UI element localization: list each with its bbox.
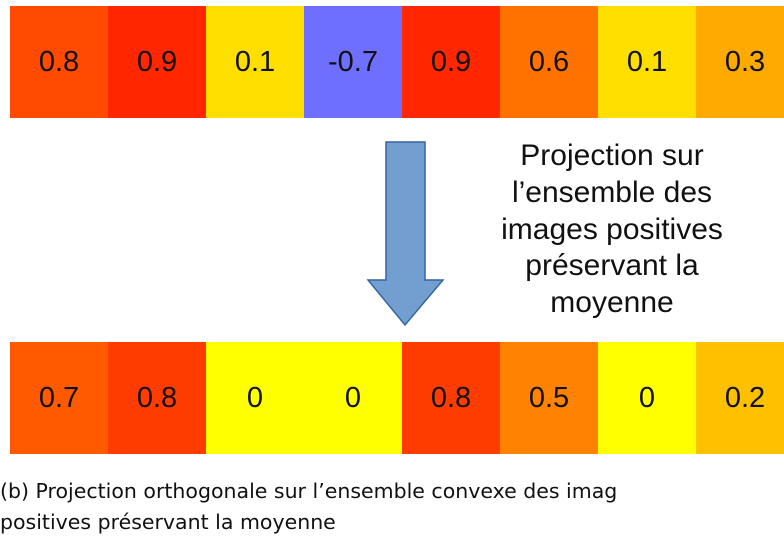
cell: 0.5 bbox=[500, 342, 598, 454]
down-arrow bbox=[366, 141, 445, 327]
cell: 0.9 bbox=[402, 6, 500, 118]
bottom-row: 0.7 0.8 0 0 0.8 0.5 0 0.2 bbox=[10, 342, 784, 454]
cell: 0.7 bbox=[10, 342, 108, 454]
cell: 0.2 bbox=[696, 342, 784, 454]
cell: 0 bbox=[304, 342, 402, 454]
cell: 0.8 bbox=[10, 6, 108, 118]
cell: 0.9 bbox=[108, 6, 206, 118]
annotation-line: Projection sur bbox=[520, 139, 704, 172]
cell: 0.1 bbox=[206, 6, 304, 118]
cell: -0.7 bbox=[304, 6, 402, 118]
annotation-line: moyenne bbox=[550, 286, 674, 320]
annotation-line: l’ensemble des bbox=[511, 175, 713, 209]
caption-line: positives préservant la moyenne bbox=[0, 510, 336, 534]
annotation-line: images positives bbox=[501, 212, 723, 246]
caption: (b) Projection orthogonale sur l’ensembl… bbox=[0, 476, 784, 538]
cell: 0.1 bbox=[598, 6, 696, 118]
cell: 0.6 bbox=[500, 6, 598, 118]
cell: 0 bbox=[598, 342, 696, 454]
caption-line: (b) Projection orthogonale sur l’ensembl… bbox=[0, 479, 618, 503]
cell: 0 bbox=[206, 342, 304, 454]
cell: 0.8 bbox=[108, 342, 206, 454]
annotation: Projection sur l’ensemble des images posit… bbox=[470, 138, 754, 322]
annotation-line: préservant la bbox=[525, 249, 699, 283]
top-row: 0.8 0.9 0.1 -0.7 0.9 0.6 0.1 0.3 bbox=[10, 6, 784, 118]
cell: 0.8 bbox=[402, 342, 500, 454]
cell: 0.3 bbox=[696, 6, 784, 118]
